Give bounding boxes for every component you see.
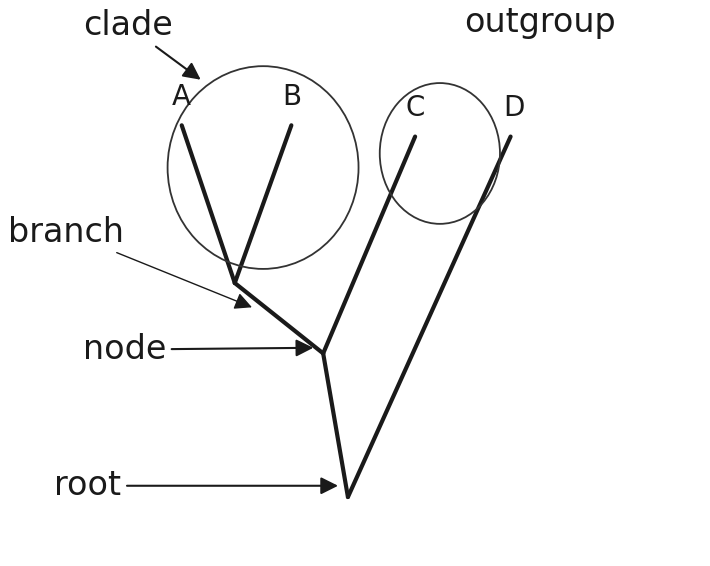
- Text: A: A: [173, 83, 191, 111]
- Text: root: root: [55, 469, 336, 502]
- Text: node: node: [83, 333, 311, 366]
- Text: D: D: [503, 95, 525, 122]
- Text: outgroup: outgroup: [464, 6, 616, 39]
- Text: B: B: [282, 83, 301, 111]
- Text: C: C: [405, 95, 425, 122]
- Text: branch: branch: [9, 216, 251, 308]
- Text: clade: clade: [83, 9, 199, 78]
